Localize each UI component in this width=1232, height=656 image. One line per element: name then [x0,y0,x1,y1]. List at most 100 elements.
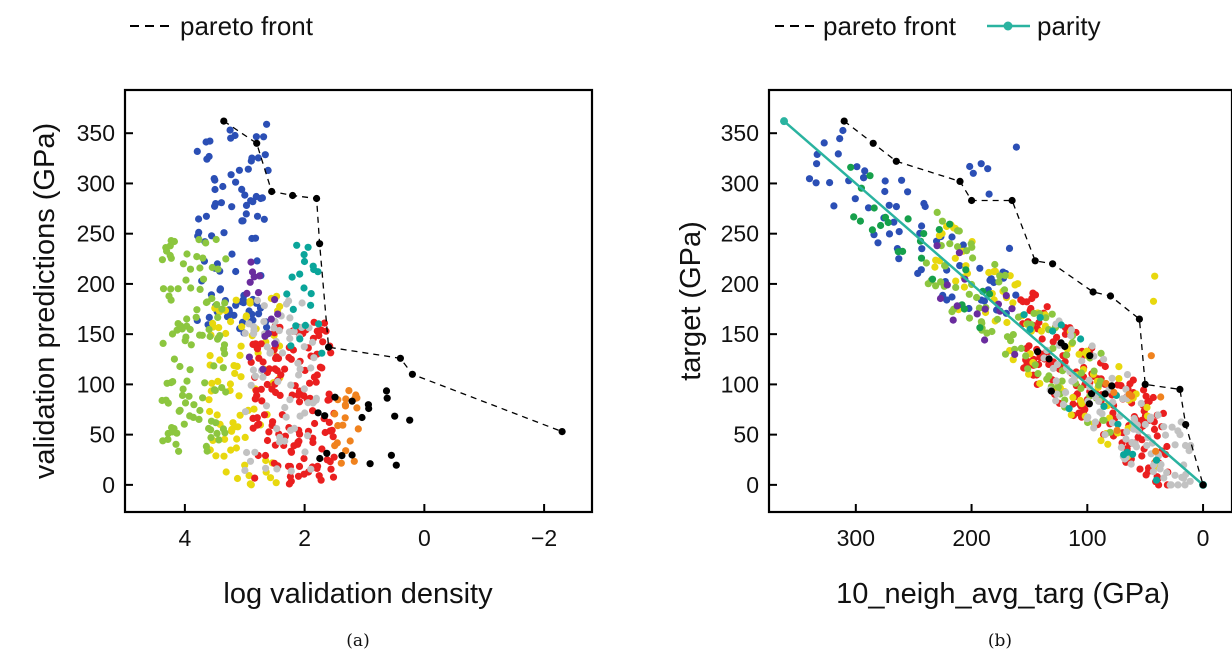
data-point-cluster-8 [316,454,324,463]
data-point-cluster-1 [1038,335,1046,343]
data-point-cluster-2 [935,232,944,240]
data-point-cluster-3 [941,262,949,270]
data-point-cluster-0 [918,222,926,230]
data-point-cluster-8 [365,404,373,413]
data-point-cluster-4 [274,378,282,386]
data-point-cluster-4 [247,381,255,389]
data-point-cluster-0 [216,286,224,294]
data-point-cluster-0 [261,151,269,159]
x-tick-label: −2 [531,525,557,551]
data-point-cluster-3 [1034,370,1042,378]
data-point-cluster-3 [263,380,271,389]
data-point-cluster-4 [1154,411,1162,419]
data-point-cluster-5 [868,226,877,234]
data-point-cluster-1 [216,356,224,364]
data-point-cluster-7 [245,353,253,361]
data-point-cluster-3 [991,260,999,269]
data-point-cluster-2 [205,325,213,334]
data-point-cluster-4 [1130,414,1138,423]
data-point-cluster-6 [955,249,964,257]
data-point-cluster-1 [238,323,246,331]
data-point-cluster-6 [936,294,945,303]
data-point-cluster-1 [1043,303,1051,311]
data-point-cluster-0 [898,176,906,184]
data-point-cluster-7 [274,310,282,318]
data-point-cluster-0 [235,166,243,174]
data-point-cluster-8 [314,409,322,417]
data-point-cluster-4 [301,409,309,417]
pareto-point [316,240,324,248]
data-point-cluster-0 [231,131,239,140]
data-point-cluster-4 [259,373,267,381]
data-point-cluster-7 [243,289,251,297]
data-point-cluster-4 [307,465,315,473]
data-point-cluster-6 [334,422,342,430]
y-tick-label: 150 [77,321,115,347]
data-point-cluster-4 [286,314,294,322]
data-point-cluster-2 [165,292,173,300]
data-point-cluster-0 [881,177,889,185]
data-point-cluster-6 [345,387,353,395]
data-point-cluster-2 [212,235,220,244]
data-point-cluster-7 [1120,451,1128,459]
data-point-cluster-3 [1068,339,1077,347]
data-point-cluster-5 [301,321,309,329]
pareto-point [396,354,404,362]
pareto-point [268,187,276,196]
data-point-cluster-3 [1077,384,1085,392]
data-point-cluster-1 [230,362,238,370]
data-point-cluster-2 [167,285,175,293]
y-tick-label: 250 [77,221,115,247]
data-point-cluster-4 [251,372,259,380]
data-point-cluster-0 [874,239,882,247]
data-point-cluster-2 [168,330,177,338]
data-point-cluster-8 [321,412,329,420]
data-point-cluster-1 [1138,436,1146,444]
data-point-cluster-0 [920,199,928,208]
data-point-cluster-2 [187,341,195,349]
data-point-cluster-4 [1137,399,1145,407]
data-point-cluster-6 [1008,305,1016,313]
data-point-cluster-4 [1161,431,1170,439]
data-point-cluster-7 [1020,311,1028,319]
data-point-cluster-2 [215,436,223,444]
data-point-cluster-4 [282,413,290,421]
data-point-cluster-2 [159,437,167,445]
data-point-cluster-7 [246,278,254,286]
data-point-cluster-2 [1037,327,1045,335]
pareto-point [253,139,261,147]
data-point-cluster-2 [196,406,204,415]
data-point-cluster-6 [943,281,951,289]
ticks-b: 300 200 100 0 0 50 100 150 200 250 300 350 [721,120,1210,551]
data-point-cluster-0 [1012,291,1020,299]
data-point-cluster-5 [847,163,855,171]
data-point-cluster-2 [179,385,187,393]
pareto-point [289,191,297,200]
data-point-cluster-0 [969,169,977,177]
pareto-point [408,370,416,378]
data-point-cluster-5 [904,215,912,223]
data-point-cluster-4 [253,296,262,305]
data-point-cluster-2 [183,315,191,323]
data-point-cluster-3 [322,327,330,335]
data-point-cluster-3 [329,473,338,481]
data-point-cluster-2 [1067,411,1075,419]
pareto-point [1141,380,1149,388]
data-point-cluster-0 [255,310,263,318]
data-point-cluster-4 [1168,423,1176,431]
data-point-cluster-7 [259,365,267,373]
plot-area-b [780,117,1208,489]
data-point-cluster-4 [1156,465,1164,473]
data-point-cluster-3 [922,259,931,267]
data-point-cluster-3 [258,397,266,405]
data-point-cluster-2 [202,239,210,247]
data-point-cluster-1 [237,342,245,350]
data-point-cluster-4 [266,349,274,357]
data-point-cluster-8 [358,413,366,422]
data-point-cluster-1 [235,392,243,400]
data-point-cluster-5 [296,270,304,278]
data-point-cluster-0 [242,210,250,218]
data-point-cluster-2 [186,325,194,334]
data-point-cluster-2 [931,263,939,271]
